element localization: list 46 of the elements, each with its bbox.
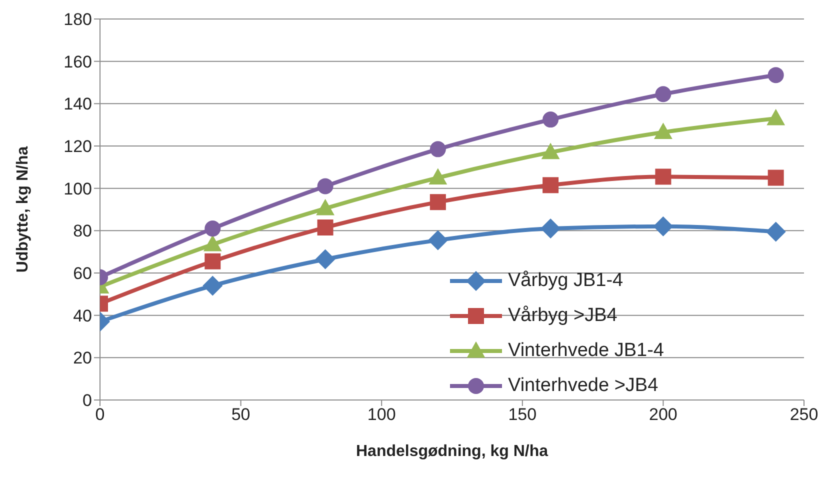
point <box>541 142 560 160</box>
y-tick-label: 20 <box>73 348 92 368</box>
legend-label: Vinterhvede >JB4 <box>508 374 658 396</box>
point <box>542 112 559 128</box>
y-axis-title: Udbytte, kg N/ha <box>14 146 32 273</box>
y-tick-label: 0 <box>82 391 92 410</box>
point <box>766 108 786 126</box>
point <box>430 194 446 210</box>
x-tick-label: 100 <box>367 405 396 424</box>
y-tick-label: 180 <box>64 10 92 30</box>
point <box>316 198 334 216</box>
legend-label: Vårbyg JB1-4 <box>508 270 624 292</box>
y-tick-label: 120 <box>64 137 92 156</box>
point <box>428 230 448 250</box>
x-tick-label: 250 <box>790 405 818 424</box>
x-tick-label: 0 <box>95 405 105 424</box>
point <box>315 249 336 270</box>
y-tick-label: 100 <box>64 179 92 198</box>
y-tick-label: 40 <box>73 306 92 326</box>
x-axis-title: Handelsgødning, kg N/ha <box>356 443 548 460</box>
legend-label: Vinterhvede JB1-4 <box>508 340 664 362</box>
point <box>203 234 222 252</box>
point <box>202 276 223 296</box>
point <box>317 219 334 236</box>
point <box>768 170 784 186</box>
y-tick-label: 60 <box>73 264 92 284</box>
point <box>655 168 672 185</box>
x-tick-label: 200 <box>649 405 678 424</box>
x-tick-label: 50 <box>231 405 250 424</box>
point <box>428 168 448 185</box>
point <box>204 253 221 270</box>
point <box>540 218 561 239</box>
y-tick-label: 140 <box>64 94 92 114</box>
point <box>654 122 672 140</box>
y-tick-label: 160 <box>64 52 92 72</box>
legend-label: Vårbyg >JB4 <box>508 304 618 326</box>
point <box>766 222 786 242</box>
point <box>204 220 221 237</box>
y-tick-label: 80 <box>73 222 92 241</box>
point <box>542 177 559 194</box>
x-tick-label: 150 <box>508 405 537 424</box>
point <box>430 141 446 158</box>
point <box>653 216 674 236</box>
point <box>655 86 672 102</box>
point <box>317 178 334 194</box>
point <box>768 67 784 84</box>
